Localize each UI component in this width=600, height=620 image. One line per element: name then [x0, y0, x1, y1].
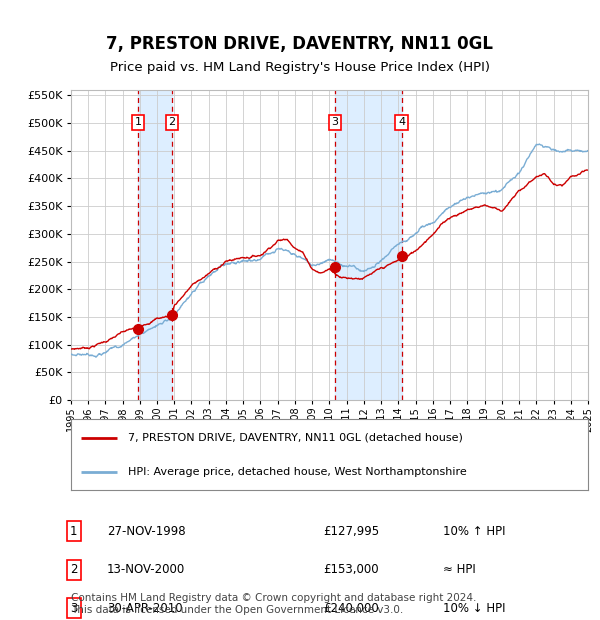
Text: 2: 2: [169, 117, 176, 128]
Text: £153,000: £153,000: [323, 564, 379, 576]
Text: 10% ↓ HPI: 10% ↓ HPI: [443, 602, 505, 614]
Text: 7, PRESTON DRIVE, DAVENTRY, NN11 0GL (detached house): 7, PRESTON DRIVE, DAVENTRY, NN11 0GL (de…: [128, 433, 463, 443]
Text: HPI: Average price, detached house, West Northamptonshire: HPI: Average price, detached house, West…: [128, 467, 466, 477]
Bar: [335, 90, 402, 400]
Text: 4: 4: [398, 117, 406, 128]
Text: 1: 1: [70, 525, 77, 538]
Text: 27-NOV-1998: 27-NOV-1998: [107, 525, 185, 538]
Bar: [138, 90, 172, 400]
Text: Price paid vs. HM Land Registry's House Price Index (HPI): Price paid vs. HM Land Registry's House …: [110, 61, 490, 74]
Text: ≈ HPI: ≈ HPI: [443, 564, 476, 576]
Text: 3: 3: [332, 117, 338, 128]
Text: 1: 1: [134, 117, 142, 128]
Text: 7, PRESTON DRIVE, DAVENTRY, NN11 0GL: 7, PRESTON DRIVE, DAVENTRY, NN11 0GL: [107, 35, 493, 53]
Text: 3: 3: [70, 602, 77, 614]
Text: 2: 2: [70, 564, 77, 576]
Text: 30-APR-2010: 30-APR-2010: [107, 602, 182, 614]
Text: £127,995: £127,995: [323, 525, 379, 538]
Text: 10% ↑ HPI: 10% ↑ HPI: [443, 525, 505, 538]
Text: Contains HM Land Registry data © Crown copyright and database right 2024.
This d: Contains HM Land Registry data © Crown c…: [71, 593, 476, 615]
Text: £240,000: £240,000: [323, 602, 379, 614]
Text: 13-NOV-2000: 13-NOV-2000: [107, 564, 185, 576]
